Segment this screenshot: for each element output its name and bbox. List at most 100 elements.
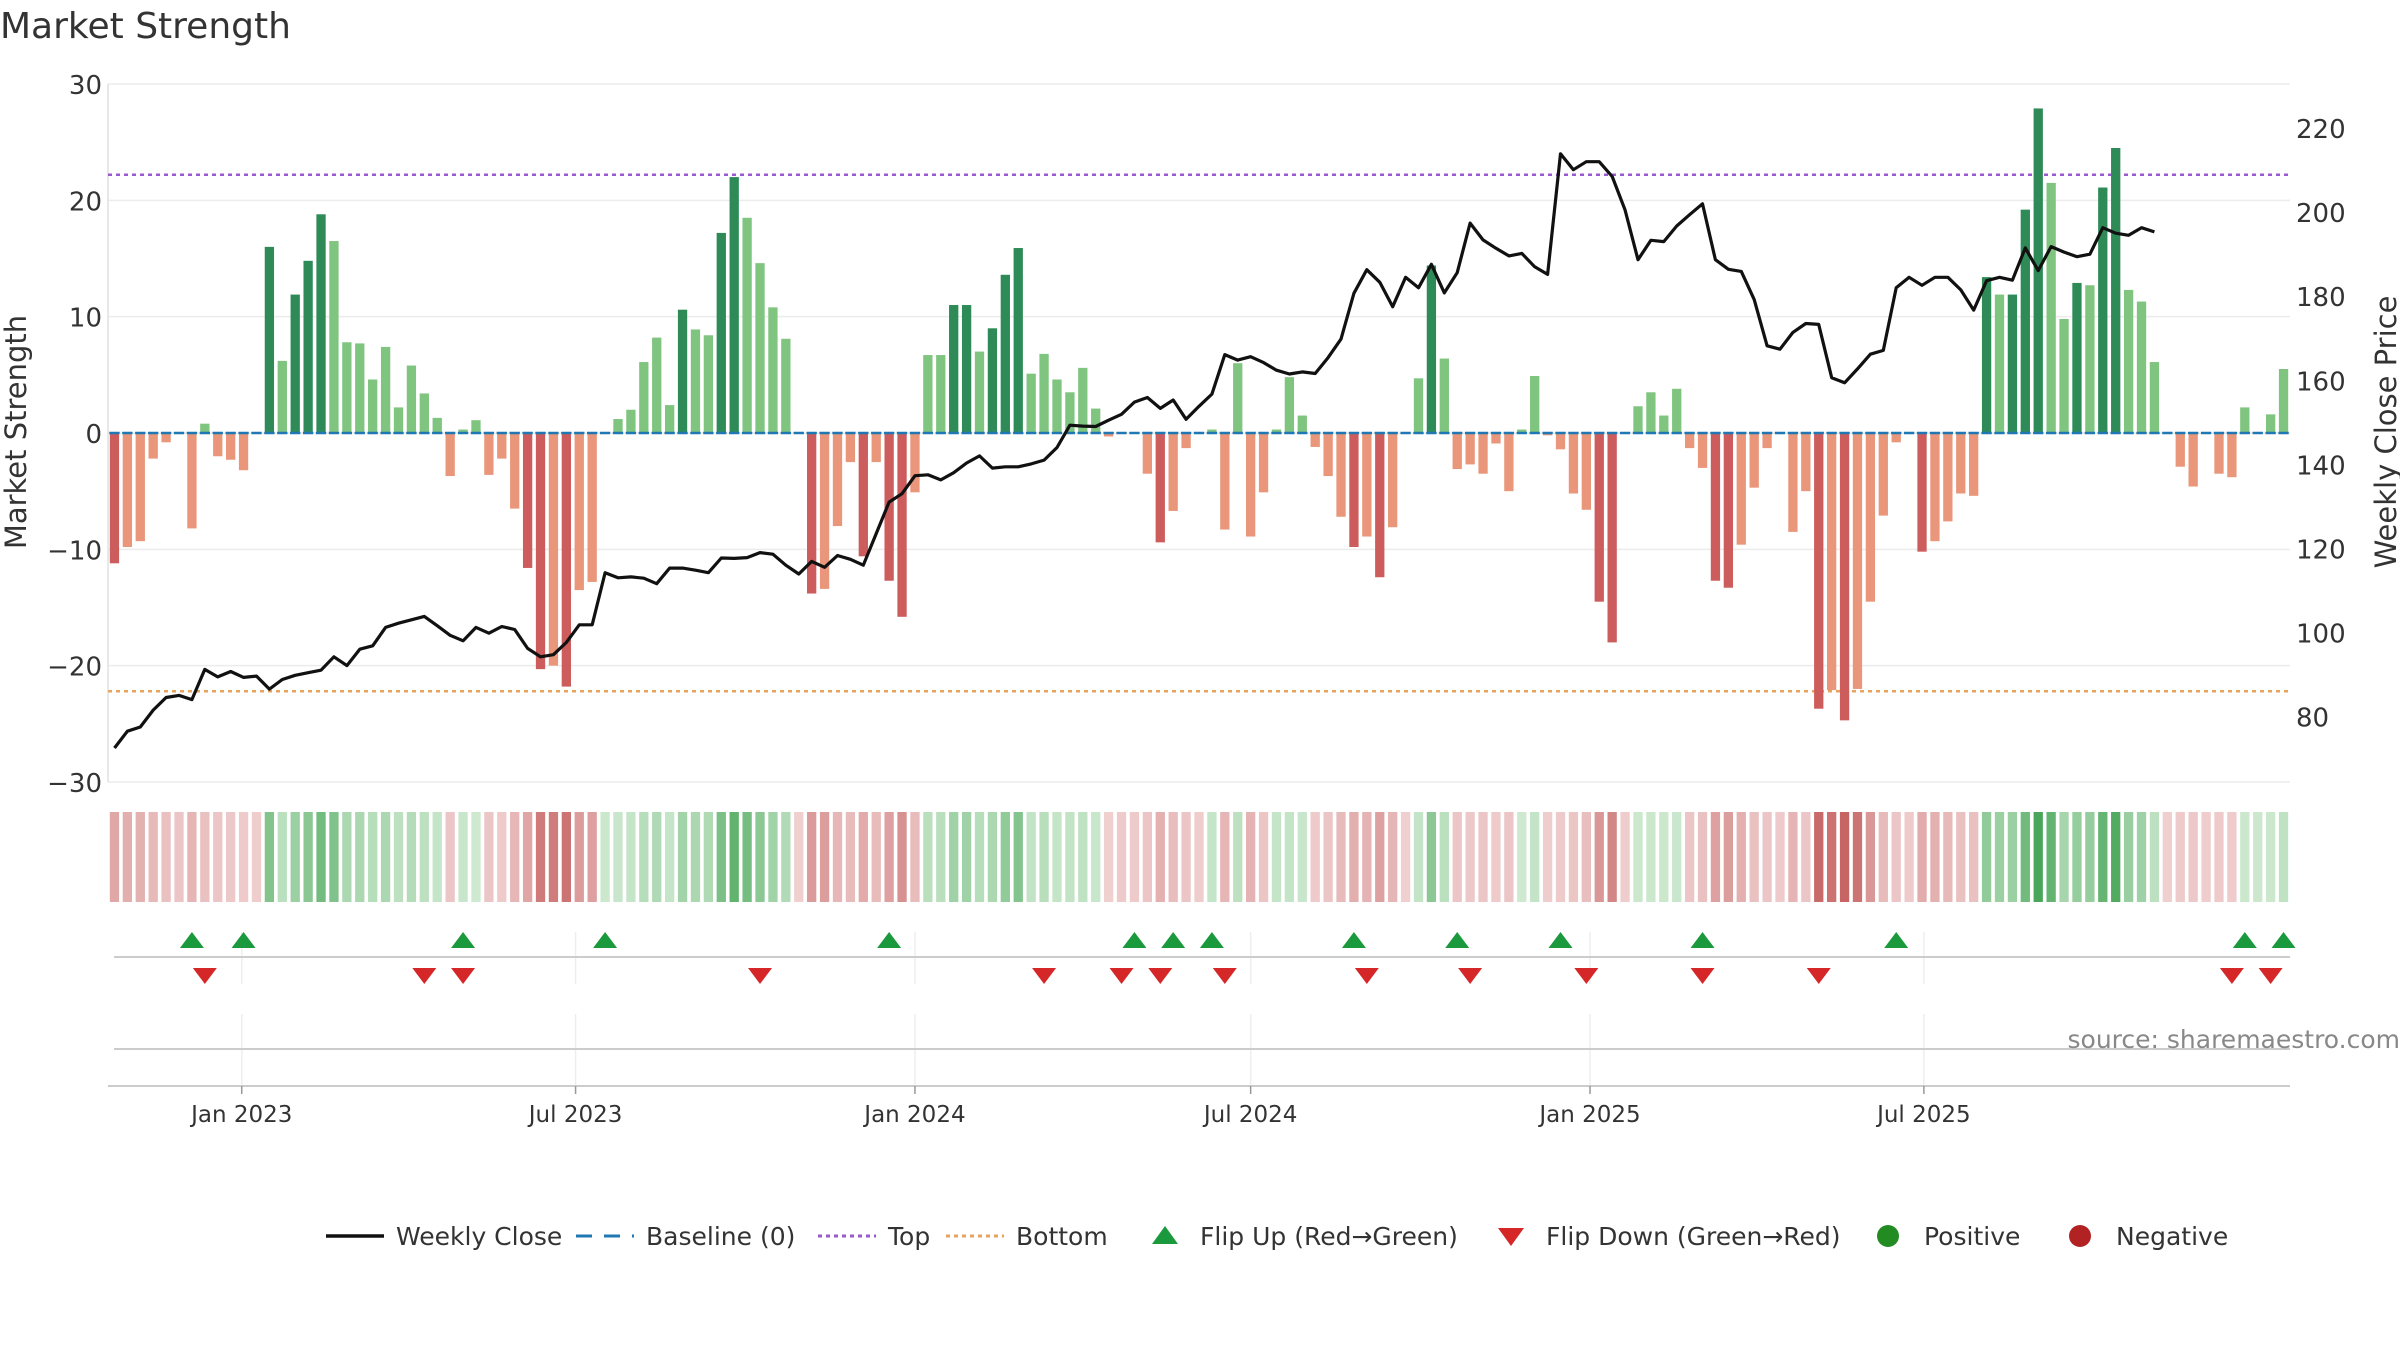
flip-up-marker (1445, 932, 1470, 948)
strength-bar (1865, 433, 1876, 602)
heat-cell (510, 812, 520, 902)
heat-cell (1530, 812, 1540, 902)
strength-bar (393, 407, 404, 433)
strength-bar (1981, 277, 1992, 433)
heat-cell (2240, 812, 2250, 902)
strength-bar (264, 246, 275, 433)
weekly-close-line (113, 152, 2155, 749)
heat-cell (109, 812, 120, 902)
flip-up-marker (2232, 932, 2257, 948)
heat-cell (1646, 812, 1656, 902)
heat-cell (690, 812, 701, 902)
heat-cell (187, 812, 197, 902)
strength-bar (1762, 433, 1772, 449)
heat-cell (1349, 812, 1359, 902)
heat-cell (961, 812, 972, 902)
strength-bar (1607, 433, 1617, 643)
strength-bar (716, 232, 726, 433)
y2-tick-label: 220 (2296, 115, 2346, 145)
flip-up-marker (1884, 932, 1909, 948)
heat-cell (226, 812, 236, 902)
strength-bar (1723, 433, 1734, 588)
strength-bar (1426, 265, 1437, 433)
heat-cell (1904, 812, 1914, 902)
heat-cell (1439, 812, 1449, 902)
strength-bar (2278, 369, 2289, 433)
strength-bar (1943, 433, 1953, 522)
strength-bar (1684, 433, 1695, 449)
strength-bar (1646, 392, 1656, 433)
heat-cell (1684, 812, 1695, 902)
heat-cell (2188, 812, 2198, 902)
strength-bar (936, 355, 946, 433)
flip-down-marker (1458, 968, 1483, 984)
heat-cell (2072, 812, 2082, 902)
heat-cell (1310, 812, 1320, 902)
strength-bar (561, 433, 571, 687)
heat-cell (548, 812, 559, 902)
flip-down-marker (748, 968, 773, 984)
legend-label: Negative (2116, 1222, 2228, 1251)
strength-bar (781, 338, 791, 433)
heat-cell (2253, 812, 2263, 902)
flip-down-marker (2219, 968, 2244, 984)
heat-cell (1659, 812, 1669, 902)
strength-bar (497, 433, 507, 459)
heat-cell (1129, 812, 1140, 902)
strength-bar (1168, 433, 1178, 511)
empty-panel (114, 1014, 2290, 1086)
heat-cell (1594, 812, 1604, 902)
strength-bar (1207, 429, 1217, 433)
strength-bar (1672, 388, 1682, 433)
heat-cell (1039, 812, 1049, 902)
strength-bar (1413, 378, 1424, 433)
strength-bar (277, 360, 287, 433)
heat-cell (1517, 812, 1527, 902)
y2-axis-label: Weekly Close Price (2369, 296, 2400, 569)
legend-item: Baseline (0) (576, 1222, 795, 1251)
strength-bar (742, 217, 752, 433)
strength-bar (1956, 433, 1966, 494)
heat-cell (1413, 812, 1424, 902)
strength-bar (2188, 433, 2198, 487)
strength-bar (819, 433, 830, 589)
heat-cell (1504, 812, 1514, 902)
legend-swatch-tri-up (1152, 1226, 1178, 1244)
strength-bar (2175, 433, 2185, 467)
strength-bar (535, 433, 546, 670)
strength-bar (1245, 433, 1256, 537)
flip-down-marker (2258, 968, 2283, 984)
heat-cell (768, 812, 778, 902)
heat-cell (1052, 812, 1062, 902)
strength-bar (871, 433, 881, 463)
strength-bar (1839, 433, 1850, 721)
heat-cell (639, 812, 649, 902)
strength-bar (290, 294, 300, 433)
flip-up-marker (877, 932, 902, 948)
flip-up-marker (451, 932, 476, 948)
heat-cell (1542, 812, 1553, 902)
heat-cell (974, 812, 985, 902)
strength-bar (1323, 433, 1333, 477)
heat-cell (342, 812, 352, 902)
strength-bar (432, 417, 442, 433)
legend-label: Top (887, 1222, 930, 1251)
heat-cell (277, 812, 287, 902)
heat-cell (316, 812, 326, 902)
x-tick-label: Jan 2024 (862, 1102, 965, 1128)
strength-bar (548, 433, 559, 666)
heat-cell (1891, 812, 1901, 902)
y2-tick-label: 80 (2296, 703, 2329, 733)
heat-cell (587, 812, 597, 902)
y2-tick-label: 200 (2296, 199, 2346, 229)
strength-bar (1271, 429, 1282, 433)
flip-down-marker (1806, 968, 1831, 984)
strength-bar (238, 433, 249, 471)
strength-bar (1258, 433, 1269, 493)
heat-cell (522, 812, 533, 902)
heat-cell (1207, 812, 1217, 902)
heat-cell (264, 812, 275, 902)
strength-bar (200, 423, 210, 433)
heat-cell (561, 812, 571, 902)
heat-cell (652, 812, 662, 902)
